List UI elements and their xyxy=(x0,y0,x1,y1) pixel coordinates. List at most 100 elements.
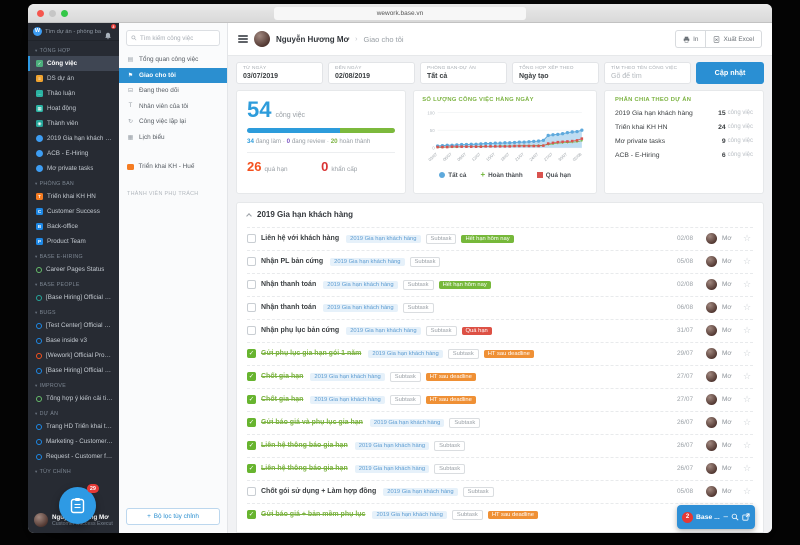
task-checkbox[interactable] xyxy=(247,280,256,289)
widget-search-icon[interactable] xyxy=(731,513,739,521)
sidebar-item-recurring[interactable]: ↻ Công việc lặp lại xyxy=(127,118,186,126)
assignee-avatar[interactable] xyxy=(706,440,717,451)
star-icon[interactable]: ☆ xyxy=(742,371,752,381)
minimize-icon[interactable]: – xyxy=(723,512,728,521)
assignee-avatar[interactable] xyxy=(706,233,717,244)
task-title[interactable]: Nhận phụ lục bản cứng xyxy=(261,327,340,334)
assignee-avatar[interactable] xyxy=(706,463,717,474)
task-title[interactable]: Nhận thanh toán xyxy=(261,281,317,288)
task-checkbox[interactable]: ✓ xyxy=(247,349,256,358)
task-checkbox[interactable] xyxy=(247,303,256,312)
breadcrumb-user[interactable]: Nguyễn Hương Mơ xyxy=(276,34,350,44)
star-icon[interactable]: ☆ xyxy=(742,486,752,496)
breadcrumb-avatar[interactable] xyxy=(254,31,270,47)
task-title[interactable]: Nhận PL bản cứng xyxy=(261,258,324,265)
task-row[interactable]: ✓ Chốt gia hạn 2019 Gia hạn khách hàng Subt… xyxy=(247,387,753,411)
star-icon[interactable]: ☆ xyxy=(742,256,752,266)
project-search-field[interactable]: Tìm dự án - phòng ban xyxy=(45,28,101,35)
filter-field[interactable]: TỪ NGÀY 03/07/2019 xyxy=(236,62,323,84)
assignee-avatar[interactable] xyxy=(706,325,717,336)
sidebar-section-header[interactable]: ▾ DỰ ÁN xyxy=(35,411,59,417)
assignee-avatar[interactable] xyxy=(706,417,717,428)
sidebar-item[interactable]: T Triển khai KH HN xyxy=(28,189,119,204)
star-icon[interactable]: ☆ xyxy=(742,302,752,312)
sidebar-item[interactable]: P Product Team xyxy=(36,238,86,245)
project-badge[interactable]: 2019 Gia hạn khách hàng xyxy=(372,510,447,519)
project-badge[interactable]: 2019 Gia hạn khách hàng xyxy=(369,418,445,427)
task-title[interactable]: Liên hệ thông báo gia hạn xyxy=(261,442,348,449)
task-checkbox[interactable]: ✓ xyxy=(247,395,256,404)
sidebar-section-header[interactable]: ▾ BASE E-HIRING xyxy=(35,254,83,260)
project-split-row[interactable]: Triển khai KH HN 24 công việc xyxy=(614,123,754,131)
notifications-bell-icon[interactable]: 3 xyxy=(104,23,116,39)
project-badge[interactable]: 2019 Gia hạn khách hàng xyxy=(323,280,398,289)
task-title[interactable]: Liên hệ thông báo gia hạn xyxy=(261,465,348,472)
sidebar-section-header[interactable]: ▾ BASE PEOPLE xyxy=(35,282,80,288)
star-icon[interactable]: ☆ xyxy=(742,233,752,243)
legend-item[interactable]: Quá hạn xyxy=(536,172,571,179)
star-icon[interactable]: ☆ xyxy=(742,463,752,473)
task-title[interactable]: Gửi báo giá + bản mềm phụ lục xyxy=(261,511,366,518)
minimize-window-button[interactable] xyxy=(49,9,56,17)
project-badge[interactable]: 2019 Gia hạn khách hàng xyxy=(310,395,385,404)
sidebar-item[interactable]: [Wework] Official Product De... xyxy=(28,348,119,363)
task-checkbox[interactable] xyxy=(247,257,256,266)
star-icon[interactable]: ☆ xyxy=(742,417,752,427)
task-row[interactable]: ✓ Gửi báo giá và phụ lục gia hạn 2019 Gia … xyxy=(247,410,753,434)
open-external-icon[interactable] xyxy=(742,513,750,521)
close-window-button[interactable] xyxy=(37,9,44,17)
sidebar-item-calendar[interactable]: ▦ Lịch biểu xyxy=(127,133,165,141)
custom-filter-button[interactable]: + Bộ lọc tùy chỉnh xyxy=(126,508,220,525)
collapse-chevron-icon[interactable] xyxy=(246,212,252,219)
task-row[interactable]: Liên hệ với khách hàng 2019 Gia hạn khách… xyxy=(247,226,753,250)
star-icon[interactable]: ☆ xyxy=(742,440,752,450)
filter-field[interactable]: PHÒNG BAN-DỰ ÁN Tất cả xyxy=(420,62,507,84)
project-badge[interactable]: 2019 Gia hạn khách hàng xyxy=(354,464,430,473)
sidebar-item[interactable]: Career Pages Status xyxy=(28,262,119,277)
task-row[interactable]: ✓ Liên hệ thông báo gia hạn 2019 Gia hạn k… xyxy=(247,456,753,480)
task-row[interactable]: Nhận thanh toán 2019 Gia hạn khách hàng Su… xyxy=(247,272,753,296)
project-split-row[interactable]: ACB - E-Hiring 6 công việc xyxy=(614,151,754,159)
task-row[interactable]: Nhận phụ lục bản cứng 2019 Gia hạn khách … xyxy=(247,318,753,342)
assignee-avatar[interactable] xyxy=(706,371,717,382)
sidebar-section-header[interactable]: ▾ PHÒNG BAN xyxy=(35,181,75,187)
print-button[interactable]: In xyxy=(675,30,706,48)
star-icon[interactable]: ☆ xyxy=(742,348,752,358)
sidebar-item[interactable]: Request - Customer feedback xyxy=(28,449,119,464)
project-badge[interactable]: 2019 Gia hạn khách hàng xyxy=(383,487,458,496)
sidebar-item[interactable]: B Back-office xyxy=(36,223,79,230)
sidebar-item[interactable]: Base inside v3 xyxy=(28,333,119,348)
assignee-avatar[interactable] xyxy=(706,348,717,359)
task-title[interactable]: Liên hệ với khách hàng xyxy=(261,235,340,242)
sidebar-item[interactable]: … Thảo luận xyxy=(36,90,76,97)
sidebar-item[interactable]: C Customer Success xyxy=(36,208,100,215)
sidebar-item[interactable]: 2019 Gia hạn khách hàng xyxy=(28,131,119,146)
task-title[interactable]: Chốt gói sử dụng + Làm hợp đồng xyxy=(261,488,377,495)
sidebar-item[interactable]: Tổng hợp ý kiến cải tiến Bas... xyxy=(28,391,119,406)
sidebar-item[interactable]: ACB - E-Hiring xyxy=(28,146,119,161)
task-row[interactable]: Chốt gói sử dụng + Làm hợp đồng 2019 Gia … xyxy=(247,479,753,503)
address-bar[interactable]: wework.base.vn xyxy=(274,7,526,20)
sidebar-item-assigned[interactable]: ⚑ Giao cho tôi xyxy=(119,67,227,83)
task-title[interactable]: Gửi phụ lục gia hạn gói 1 năm xyxy=(261,350,362,357)
filter-field[interactable]: ĐẾN NGÀY 02/08/2019 xyxy=(328,62,415,84)
sidebar-item[interactable]: ▦ Hoạt động xyxy=(36,105,77,112)
task-row[interactable]: ✓ Chốt gia hạn 2019 Gia hạn khách hàng Subt… xyxy=(247,364,753,388)
task-checkbox[interactable]: ✓ xyxy=(247,441,256,450)
sidebar-item-pinned-project[interactable]: Triển khai KH - Huế xyxy=(119,159,227,175)
sidebar-section-header[interactable]: ▾ TÙY CHỈNH xyxy=(35,469,72,475)
sidebar-section-header[interactable]: ▾ BUGS xyxy=(35,310,56,316)
project-badge[interactable]: 2019 Gia hạn khách hàng xyxy=(310,372,385,381)
legend-item[interactable]: + Hoàn thành xyxy=(480,170,523,179)
base-chat-widget[interactable]: 2 Base ... – xyxy=(677,505,755,529)
sidebar-item-overview[interactable]: ▤ Tổng quan công việc xyxy=(127,56,199,64)
project-badge[interactable]: 2019 Gia hạn khách hàng xyxy=(330,257,405,266)
task-title[interactable]: Chốt gia hạn xyxy=(261,373,304,380)
legend-item[interactable]: Tất cả xyxy=(439,172,466,179)
assignee-avatar[interactable] xyxy=(706,302,717,313)
task-checkbox[interactable] xyxy=(247,487,256,496)
sidebar-item[interactable]: Trang HD Triển khai trên We... xyxy=(28,419,119,434)
sidebar-section-header[interactable]: ▾ TỔNG HỢP xyxy=(35,48,71,54)
sidebar-item[interactable]: Marketing - Customer Succe... xyxy=(28,434,119,449)
sidebar-item[interactable]: ✓ Công việc xyxy=(28,56,119,71)
